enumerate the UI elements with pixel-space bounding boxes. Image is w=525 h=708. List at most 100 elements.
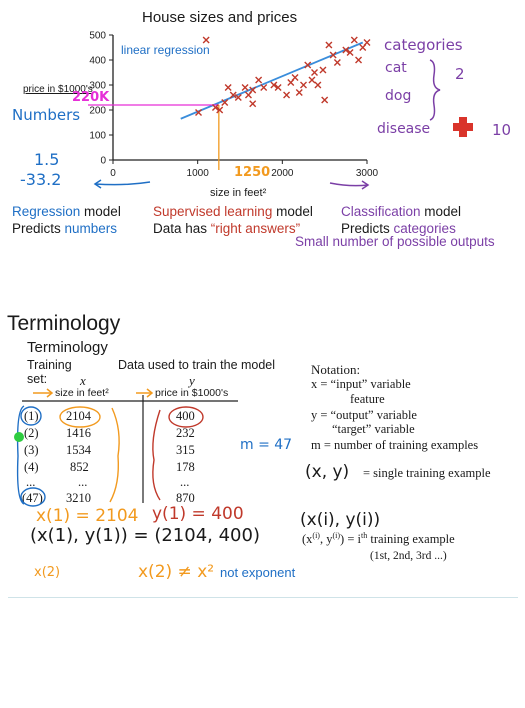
row-index: ...: [26, 475, 36, 489]
table-lines: [22, 395, 238, 503]
row-y: 232: [176, 426, 195, 440]
notation-line3: m = number of training examples: [311, 438, 479, 452]
ten-handwriting: 10: [492, 121, 512, 139]
data-point: [329, 51, 337, 59]
data-point: [300, 81, 307, 89]
x2-label: x(2): [34, 565, 61, 580]
data-point: [346, 49, 354, 56]
x-tick-label: 0: [110, 168, 116, 179]
y-tick-label: 300: [89, 81, 106, 92]
row-index: (1): [24, 409, 39, 423]
classification-caption-line3: Small number of possible outputs: [295, 234, 495, 249]
categories-handwriting: categories: [384, 36, 463, 54]
notation-title: Notation:: [311, 362, 361, 377]
data-point: [355, 56, 363, 64]
notation-line1b: feature: [350, 392, 385, 406]
not-exponent-label: not exponent: [220, 565, 296, 580]
index-circle: [20, 406, 42, 426]
data-point: [321, 96, 329, 104]
data-point: [249, 100, 257, 108]
y-variable-header: y: [189, 373, 195, 388]
xi-yi-handwriting: (x(i), y(i)): [300, 510, 381, 530]
disease-handwriting: disease: [377, 121, 431, 137]
cat-handwriting: cat: [385, 60, 407, 76]
data-point: [202, 36, 210, 44]
data-point: [325, 41, 333, 49]
classification-caption: Classification model Predicts categories: [341, 204, 462, 236]
index47-circle: [20, 487, 46, 507]
data-point: [221, 99, 229, 106]
row-y: 400: [176, 409, 195, 423]
data-point: [304, 61, 312, 69]
x-annotation-1250: 1250: [234, 165, 271, 180]
x2-not-equal: x(2) ≠ x²: [138, 562, 215, 582]
y-tick-label: 500: [89, 31, 106, 42]
y-tick-label: 0: [100, 156, 106, 167]
notation-line6: (1st, 2nd, 3rd ...): [370, 550, 447, 562]
y-bracket: [152, 409, 161, 501]
notation-line2b: “target” variable: [332, 422, 415, 436]
row-x: 1416: [66, 426, 91, 440]
x-circle: [59, 406, 101, 428]
arrows-overlay: [93, 59, 441, 190]
x-tick-label: 1000: [187, 168, 210, 179]
row-y: 870: [176, 491, 195, 505]
handwritten-1-5: 1.5: [34, 150, 60, 169]
plus-icon: [452, 116, 474, 138]
data-point: [291, 74, 299, 81]
y-tick-label: 400: [89, 56, 106, 67]
data-point: [216, 106, 224, 114]
data-used-label: Data used to train the model: [118, 358, 276, 372]
data-point: [308, 76, 316, 84]
y-circle: [168, 406, 204, 428]
left-arrow: [94, 181, 151, 186]
x-bracket: [109, 407, 120, 503]
chart-title: House sizes and prices: [142, 9, 298, 26]
m-equals-47: m = 47: [240, 437, 293, 453]
data-point: [319, 66, 327, 74]
supervised-caption: Supervised learning model Data has “righ…: [153, 204, 313, 236]
y-unit-label: price in $1000's: [155, 387, 229, 399]
data-point: [234, 94, 242, 101]
data-point: [363, 39, 371, 46]
x-variable-header: x: [80, 373, 86, 388]
numbers-handwriting: Numbers: [12, 106, 81, 124]
slide-subheading: Terminology: [27, 339, 108, 356]
data-point: [249, 86, 257, 94]
data-point: [274, 84, 282, 91]
row-y: 315: [176, 443, 195, 457]
y-tick-label: 200: [89, 106, 106, 117]
x-unit-label: size in feet²: [55, 387, 109, 399]
xy-pair-handwriting: (x, y): [305, 462, 350, 482]
training-set-label: Training set:: [27, 358, 72, 386]
regression-line-label: linear regression: [121, 43, 210, 57]
data-point: [283, 91, 291, 99]
y-tick-label: 100: [89, 131, 106, 142]
data-point: [241, 84, 249, 91]
unit-arrows: [33, 388, 154, 398]
row-index: (3): [24, 443, 39, 457]
cursor-dot: [14, 432, 24, 442]
two-handwriting: 2: [455, 65, 465, 83]
x-tick-label: 3000: [356, 168, 379, 179]
x1-equation: x(1) = 2104: [36, 506, 139, 526]
notation-line4: = single training example: [363, 466, 491, 480]
curly-brace-categories: [429, 59, 441, 121]
x-tick-label: 2000: [271, 168, 294, 179]
notation-line5: (x(i), y(i)) = ith training example: [302, 531, 455, 547]
data-point: [311, 69, 319, 76]
y-annotation-220k: 220K: [72, 90, 110, 105]
row-x: 852: [70, 460, 89, 474]
row-x: ...: [78, 475, 88, 489]
row-x: 3210: [66, 491, 91, 505]
row-index: (47): [22, 491, 43, 505]
table-annotations: [14, 405, 204, 507]
data-point: [211, 104, 219, 111]
row-y: 178: [176, 460, 195, 474]
regression-caption: Regression model Predicts numbers: [12, 204, 121, 236]
data-point: [314, 81, 322, 89]
data-point: [342, 46, 350, 54]
x-axis-label: size in feet²: [210, 187, 267, 199]
data-point: [333, 59, 341, 66]
data-point: [195, 109, 203, 116]
